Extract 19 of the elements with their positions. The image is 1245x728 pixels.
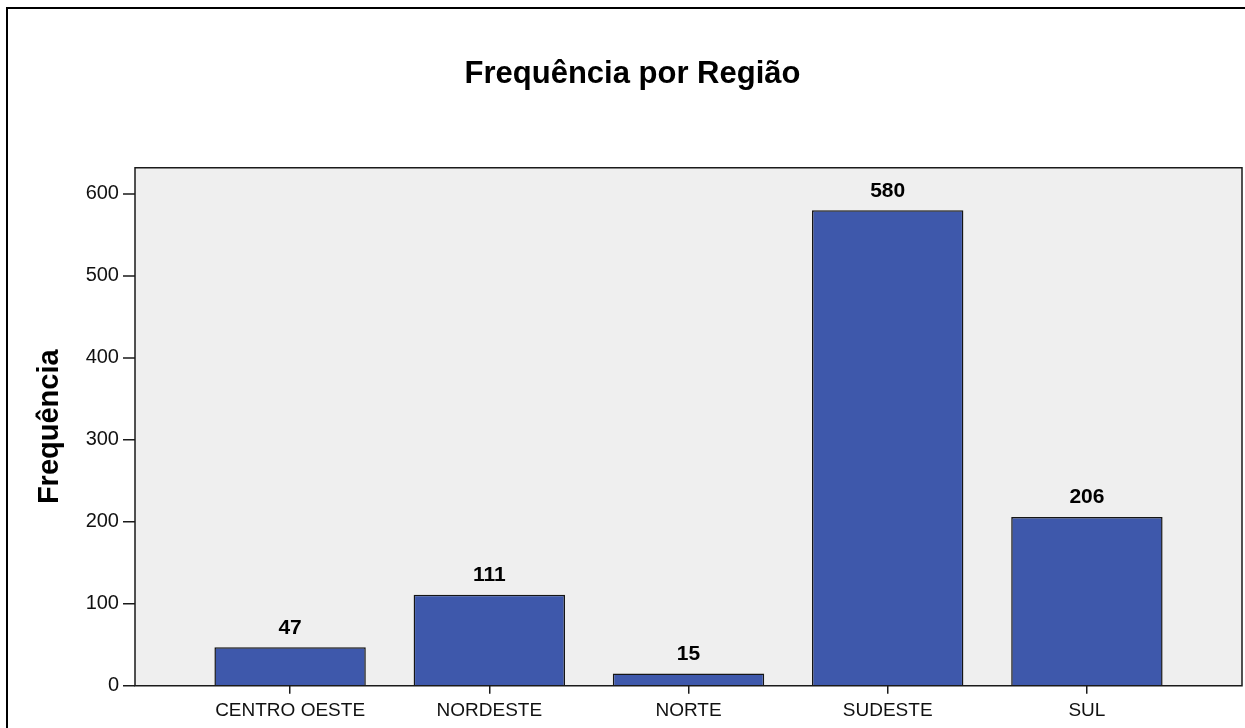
y-tick-label: 200 [85, 509, 119, 532]
data-label: 580 [870, 177, 906, 201]
x-tick-label: SUL [1068, 699, 1106, 721]
x-tick-label: CENTRO OESTE [215, 699, 366, 721]
data-label: 111 [472, 562, 506, 586]
data-label: 47 [278, 614, 302, 638]
y-tick-label: 600 [85, 181, 119, 204]
y-tick-label: 500 [85, 263, 119, 286]
x-tick-label: SUDESTE [842, 699, 933, 721]
chart-title: Frequência por Região [464, 54, 801, 90]
y-tick-label: 400 [85, 345, 119, 368]
y-tick-label: 300 [85, 427, 119, 450]
x-tick-label: NORDESTE [436, 699, 543, 721]
data-label: 15 [676, 640, 701, 664]
y-tick-label: 100 [85, 591, 119, 614]
y-tick-label: 0 [107, 673, 119, 696]
y-axis-title: Frequência [32, 348, 65, 505]
data-label: 206 [1069, 484, 1105, 508]
x-tick-label: NORTE [655, 699, 722, 721]
